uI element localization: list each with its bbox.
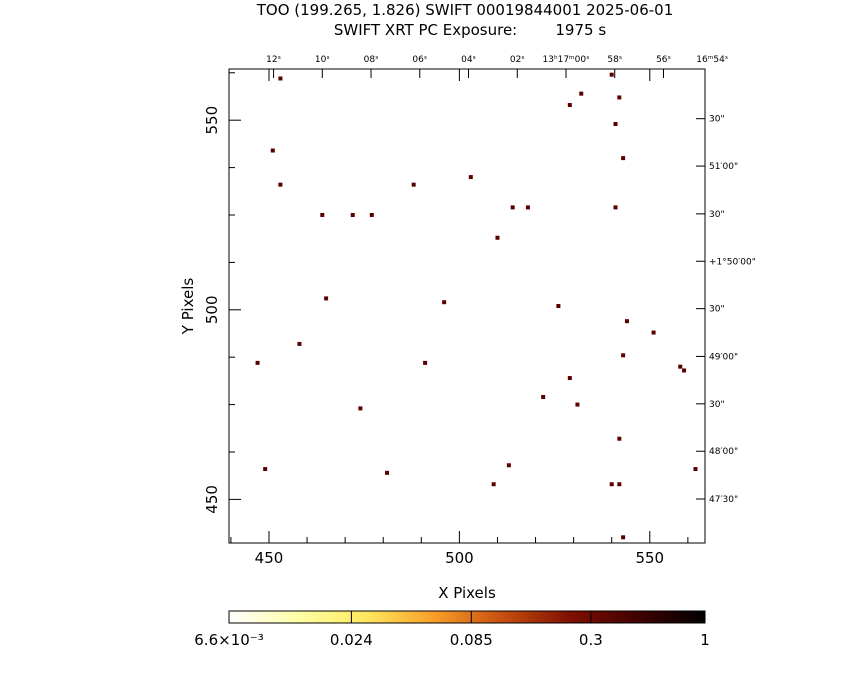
plot-frame bbox=[228, 68, 706, 544]
ra-tick-label: 16ᵐ54ˢ bbox=[696, 55, 728, 65]
ra-tick-label: 06ˢ bbox=[412, 55, 427, 65]
source-point bbox=[613, 205, 618, 210]
colorbar-tick-label: 6.6×10⁻³ bbox=[194, 631, 263, 649]
colorbar-tick-label: 0.085 bbox=[450, 631, 493, 649]
source-point bbox=[617, 436, 622, 441]
y-tick-labels: 450 500 550 bbox=[203, 106, 221, 514]
dec-tick-label: 30" bbox=[709, 305, 725, 315]
source-point bbox=[263, 467, 268, 472]
colorbar-tick-label: 1 bbox=[700, 631, 710, 649]
source-point bbox=[525, 205, 530, 210]
colorbar-ticks bbox=[228, 611, 706, 623]
source-point bbox=[575, 402, 580, 407]
y-tick-label: 450 bbox=[203, 485, 221, 514]
dec-tick-label: 51′00" bbox=[709, 162, 738, 172]
top-ra-axis-labels: 12ˢ 10ˢ 08ˢ 06ˢ 04ˢ 02ˢ 13ʰ17ᵐ00ˢ 58ˢ 56ˢ 16ᵐ54ˢ bbox=[266, 55, 728, 65]
source-point bbox=[609, 482, 614, 487]
colorbar-tick-label: 0.3 bbox=[579, 631, 603, 649]
source-point bbox=[613, 121, 618, 126]
x-tick-labels: 450 500 550 bbox=[255, 549, 664, 567]
ra-tick-label: 04ˢ bbox=[461, 55, 476, 65]
source-point bbox=[324, 296, 329, 301]
source-point bbox=[693, 467, 698, 472]
source-point bbox=[369, 212, 374, 217]
chart-subtitle: SWIFT XRT PC Exposure: 1975 s bbox=[334, 21, 606, 39]
source-point bbox=[423, 360, 428, 365]
y-tick-label: 550 bbox=[203, 106, 221, 135]
source-point bbox=[624, 319, 629, 324]
axis-ticks bbox=[229, 69, 705, 543]
source-point bbox=[350, 212, 355, 217]
ra-tick-label: 10ˢ bbox=[315, 55, 330, 65]
source-point bbox=[617, 482, 622, 487]
source-point bbox=[442, 300, 447, 305]
dec-tick-label: 48′00" bbox=[709, 447, 738, 457]
ra-tick-label: 08ˢ bbox=[364, 55, 379, 65]
source-point bbox=[621, 535, 626, 540]
source-point bbox=[678, 364, 683, 369]
source-point bbox=[579, 91, 584, 96]
x-tick-label: 450 bbox=[255, 549, 284, 567]
dec-tick-label: 47′30" bbox=[709, 495, 738, 505]
ra-tick-label: 56ˢ bbox=[656, 55, 671, 65]
source-point bbox=[278, 76, 283, 81]
ra-tick-label: 58ˢ bbox=[607, 55, 622, 65]
source-point bbox=[682, 368, 687, 373]
x-tick-label: 500 bbox=[445, 549, 474, 567]
dec-tick-label: 30" bbox=[709, 400, 725, 410]
x-tick-label: 550 bbox=[635, 549, 664, 567]
source-points bbox=[255, 72, 698, 540]
colorbar: 6.6×10⁻³ 0.024 0.085 0.3 1 bbox=[194, 610, 710, 649]
source-point bbox=[617, 95, 622, 100]
right-dec-axis-labels: 30" 51′00" 30" +1°50′00" 30" 49′00" 30" 48′00" 4… bbox=[709, 115, 756, 505]
source-point bbox=[358, 406, 363, 411]
source-point bbox=[541, 395, 546, 400]
source-point bbox=[411, 182, 416, 187]
source-point bbox=[506, 463, 511, 468]
source-point bbox=[385, 470, 390, 475]
source-point bbox=[278, 182, 283, 187]
dec-tick-label: 49′00" bbox=[709, 352, 738, 362]
source-point bbox=[621, 353, 626, 358]
ra-tick-label: 02ˢ bbox=[510, 55, 525, 65]
dec-tick-label: 30" bbox=[709, 210, 725, 220]
dec-tick-label: 30" bbox=[709, 115, 725, 125]
plot-area bbox=[228, 68, 706, 544]
colorbar-labels: 6.6×10⁻³ 0.024 0.085 0.3 1 bbox=[194, 631, 710, 649]
colorbar-gradient bbox=[228, 610, 706, 624]
source-point bbox=[621, 156, 626, 161]
source-point bbox=[609, 72, 614, 77]
source-point bbox=[495, 235, 500, 240]
source-point bbox=[556, 304, 561, 308]
source-point bbox=[567, 376, 572, 381]
ra-tick-label: 12ˢ bbox=[266, 55, 281, 65]
source-point bbox=[468, 175, 473, 180]
source-point bbox=[510, 205, 515, 210]
dec-tick-label: +1°50′00" bbox=[709, 257, 756, 267]
source-point bbox=[255, 360, 260, 365]
chart-title: TOO (199.265, 1.826) SWIFT 00019844001 2… bbox=[256, 1, 674, 19]
source-point bbox=[491, 482, 496, 487]
source-point bbox=[297, 341, 302, 346]
y-axis-label: Y Pixels bbox=[179, 278, 197, 336]
source-point bbox=[651, 330, 656, 335]
ra-tick-label: 13ʰ17ᵐ00ˢ bbox=[543, 55, 590, 65]
source-point bbox=[320, 212, 325, 217]
source-point bbox=[270, 148, 275, 153]
y-tick-label: 500 bbox=[203, 295, 221, 324]
source-point bbox=[567, 103, 572, 108]
colorbar-tick-label: 0.024 bbox=[330, 631, 373, 649]
x-axis-label: X Pixels bbox=[438, 584, 496, 602]
